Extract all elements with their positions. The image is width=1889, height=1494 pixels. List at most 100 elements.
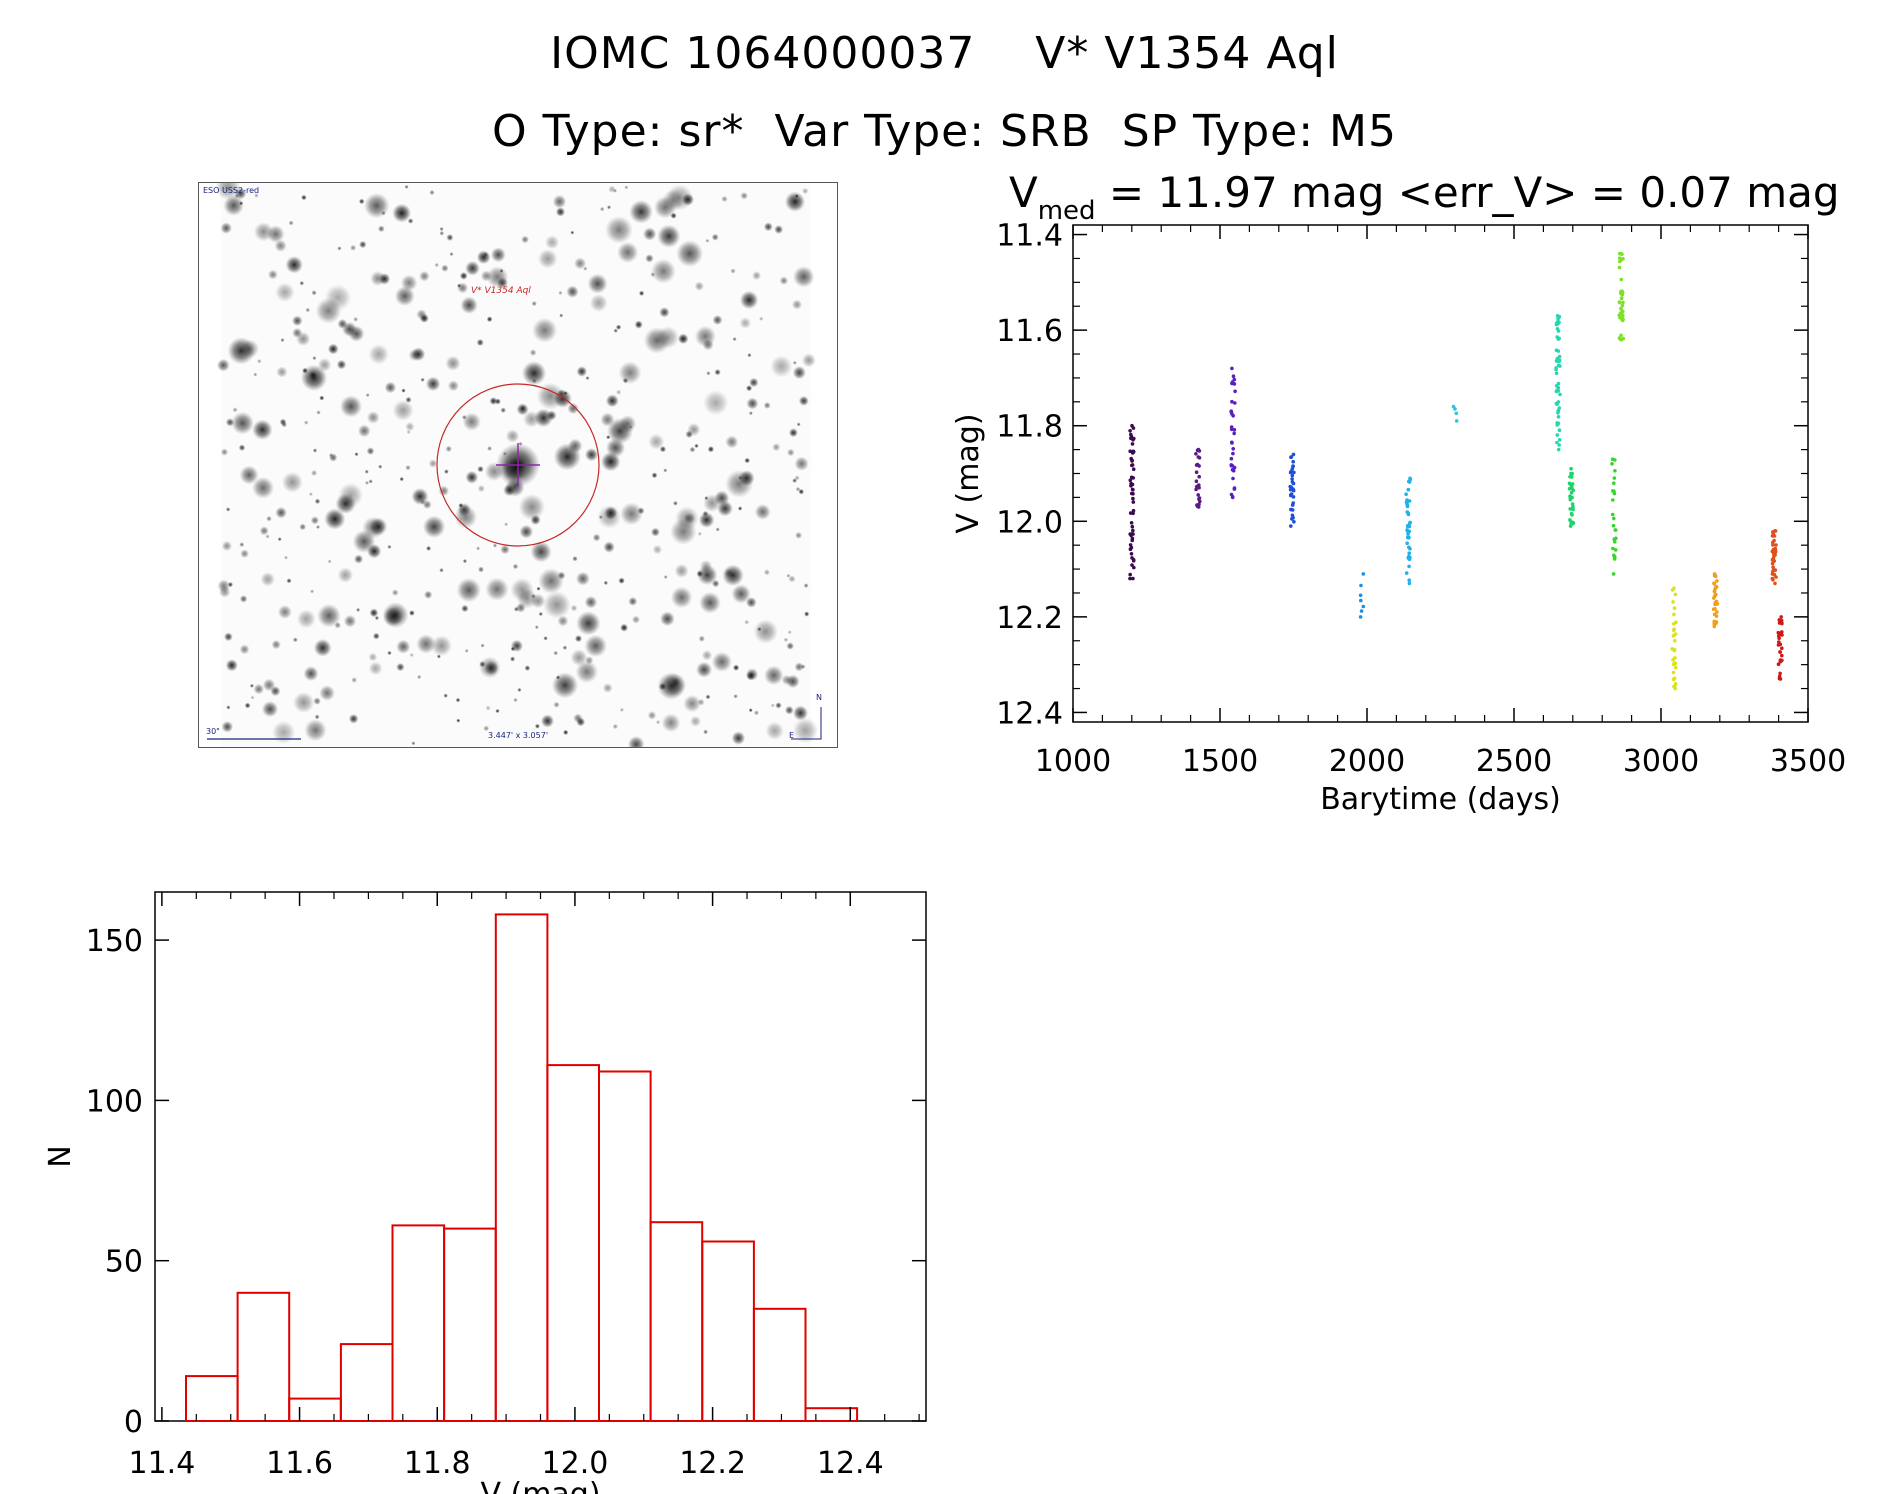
data-point [1714,599,1719,604]
field-star [399,476,404,482]
field-star [490,247,506,263]
field-star [791,299,803,310]
data-point [1670,588,1675,592]
data-point [1359,609,1364,613]
data-point [1196,493,1200,497]
field-star [543,636,548,641]
x-tick-label: 3500 [1770,744,1846,779]
data-point [1131,488,1135,492]
field-star [368,479,373,484]
field-star [304,719,327,742]
data-point [1230,440,1234,445]
field-star [301,194,307,201]
field-star [254,193,259,198]
field-star [794,456,809,471]
data-point [1673,592,1678,597]
field-star [378,273,391,285]
x-tick-label: 11.8 [404,1446,471,1481]
field-star [603,541,615,553]
field-star [419,313,429,323]
data-point [1780,653,1784,658]
field-star [540,714,555,728]
field-star [658,682,667,691]
field-star [240,549,249,559]
field-star [652,544,663,555]
data-point [1131,500,1136,504]
data-point [1129,475,1134,480]
field-star [503,484,516,497]
field-star [774,225,784,234]
data-point [1129,432,1133,437]
data-point [1358,615,1363,619]
y-tick-label: 150 [86,924,143,959]
field-star [555,207,566,217]
aperture-circle [436,383,600,547]
field-star [431,635,452,657]
data-point [1673,665,1678,670]
data-point [1555,440,1559,445]
field-star [476,250,491,265]
field-star [231,411,254,435]
field-star [627,736,645,747]
field-star [798,488,805,495]
field-star [534,723,540,729]
data-point [1230,495,1235,499]
data-point [1612,553,1616,558]
field-star [643,227,657,241]
field-star [459,272,468,280]
data-point [1129,552,1134,556]
field-star [698,635,705,642]
field-star [711,233,719,241]
field-star [765,721,784,740]
data-point [1291,464,1295,468]
data-point [1673,632,1678,636]
field-star [731,584,751,604]
field-star [689,446,696,453]
observation-group [1711,572,1720,629]
x-tick-label: 1500 [1182,744,1258,779]
data-point [1556,447,1561,452]
field-star [749,377,759,388]
data-point [1405,541,1409,546]
field-star [510,656,516,662]
data-point [1231,447,1235,451]
data-point [1359,598,1363,603]
field-star [492,543,498,548]
field-star [538,568,564,594]
field-star [788,428,798,438]
field-star [739,317,752,329]
observation-group [1670,586,1678,691]
data-point [1132,565,1136,570]
field-star [308,492,313,497]
field-star [364,480,370,485]
data-point [1557,438,1562,442]
data-point [1777,674,1782,679]
observation-group [1229,366,1237,500]
data-point [1407,581,1412,586]
field-star [529,349,537,356]
y-tick-label: 100 [86,1084,143,1119]
data-point [1613,540,1617,544]
data-point [1229,456,1234,461]
field-star [329,453,338,462]
field-star [696,570,704,578]
field-star [606,205,612,210]
field-star [217,579,231,593]
field-star [746,397,759,410]
data-point [1128,449,1132,454]
data-point [1569,475,1574,479]
field-star [532,378,537,384]
field-star [516,403,529,416]
data-point [1613,548,1618,552]
data-point [1773,529,1778,533]
data-point [1128,543,1133,547]
field-star [714,369,721,376]
field-star [299,523,307,531]
field-star [368,344,389,365]
field-star [792,360,797,365]
field-star [439,567,444,573]
data-point [1570,513,1574,517]
field-star [310,589,315,594]
data-point [1131,557,1136,562]
field-star [673,500,678,506]
